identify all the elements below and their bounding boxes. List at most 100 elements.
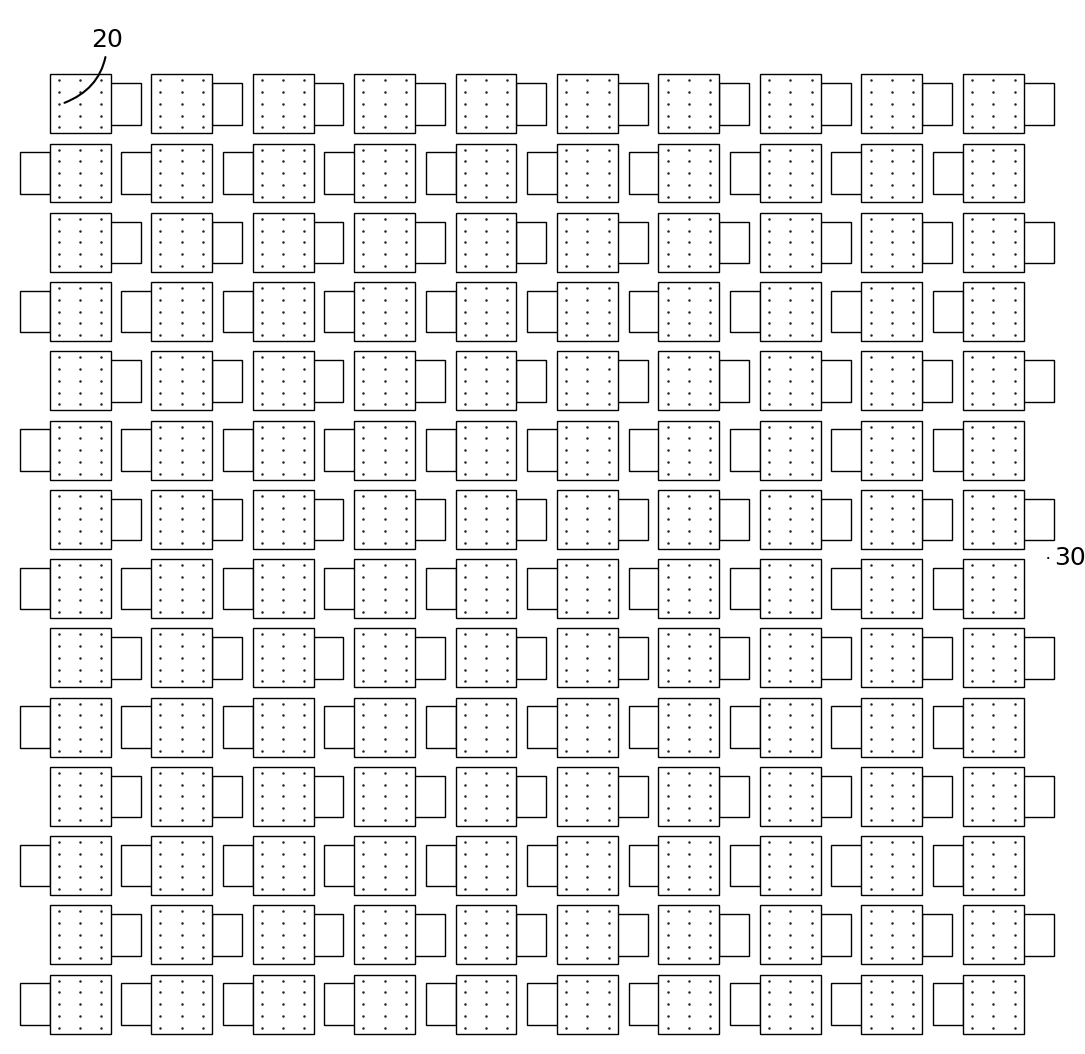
Bar: [922, 776, 953, 817]
Bar: [212, 360, 242, 402]
Bar: [354, 282, 414, 341]
Bar: [151, 628, 212, 687]
Bar: [253, 421, 314, 480]
Bar: [425, 568, 456, 609]
Bar: [557, 698, 617, 757]
Bar: [659, 836, 719, 895]
Bar: [831, 152, 861, 194]
Bar: [253, 490, 314, 549]
Bar: [414, 914, 445, 956]
Bar: [557, 490, 617, 549]
Bar: [151, 213, 212, 272]
Bar: [324, 152, 355, 194]
Bar: [253, 143, 314, 202]
Bar: [659, 351, 719, 410]
Bar: [354, 975, 414, 1034]
Bar: [730, 706, 761, 748]
Bar: [50, 560, 111, 618]
Bar: [324, 568, 355, 609]
Bar: [456, 698, 516, 757]
Bar: [324, 291, 355, 332]
Bar: [861, 421, 922, 480]
Bar: [50, 75, 111, 133]
Bar: [110, 221, 141, 264]
Bar: [933, 152, 963, 194]
Bar: [151, 975, 212, 1034]
Bar: [212, 914, 242, 956]
Bar: [151, 143, 212, 202]
Bar: [760, 975, 821, 1034]
Bar: [760, 698, 821, 757]
Bar: [760, 560, 821, 618]
Bar: [831, 568, 861, 609]
Bar: [212, 499, 242, 540]
Bar: [628, 845, 659, 886]
Bar: [659, 975, 719, 1034]
Bar: [151, 490, 212, 549]
Bar: [312, 776, 344, 817]
Bar: [222, 706, 253, 748]
Bar: [151, 75, 212, 133]
Bar: [730, 568, 761, 609]
Bar: [20, 845, 50, 886]
Bar: [760, 767, 821, 825]
Bar: [730, 429, 761, 471]
Bar: [831, 845, 861, 886]
Bar: [527, 291, 558, 332]
Bar: [425, 706, 456, 748]
Bar: [425, 429, 456, 471]
Bar: [1023, 776, 1054, 817]
Bar: [312, 83, 344, 124]
Bar: [719, 499, 750, 540]
Bar: [414, 776, 445, 817]
Bar: [557, 75, 617, 133]
Bar: [831, 983, 861, 1024]
Bar: [222, 291, 253, 332]
Bar: [312, 637, 344, 679]
Bar: [50, 490, 111, 549]
Bar: [922, 914, 953, 956]
Bar: [253, 213, 314, 272]
Bar: [110, 499, 141, 540]
Bar: [50, 767, 111, 825]
Bar: [659, 490, 719, 549]
Bar: [354, 560, 414, 618]
Bar: [354, 836, 414, 895]
Bar: [628, 291, 659, 332]
Bar: [659, 560, 719, 618]
Bar: [456, 282, 516, 341]
Bar: [456, 560, 516, 618]
Bar: [456, 628, 516, 687]
Bar: [861, 975, 922, 1034]
Bar: [516, 360, 547, 402]
Bar: [122, 706, 152, 748]
Bar: [962, 698, 1024, 757]
Bar: [222, 429, 253, 471]
Bar: [122, 152, 152, 194]
Bar: [557, 351, 617, 410]
Bar: [820, 360, 851, 402]
Bar: [50, 628, 111, 687]
Bar: [456, 213, 516, 272]
Bar: [122, 568, 152, 609]
Bar: [962, 143, 1024, 202]
Bar: [1023, 83, 1054, 124]
Bar: [730, 152, 761, 194]
Bar: [50, 351, 111, 410]
Bar: [719, 221, 750, 264]
Bar: [933, 983, 963, 1024]
Bar: [861, 767, 922, 825]
Bar: [962, 836, 1024, 895]
Bar: [122, 291, 152, 332]
Bar: [253, 905, 314, 964]
Bar: [527, 152, 558, 194]
Text: 20: 20: [64, 27, 124, 103]
Bar: [760, 75, 821, 133]
Bar: [628, 983, 659, 1024]
Bar: [527, 706, 558, 748]
Bar: [312, 221, 344, 264]
Bar: [253, 698, 314, 757]
Bar: [222, 568, 253, 609]
Bar: [760, 143, 821, 202]
Bar: [354, 75, 414, 133]
